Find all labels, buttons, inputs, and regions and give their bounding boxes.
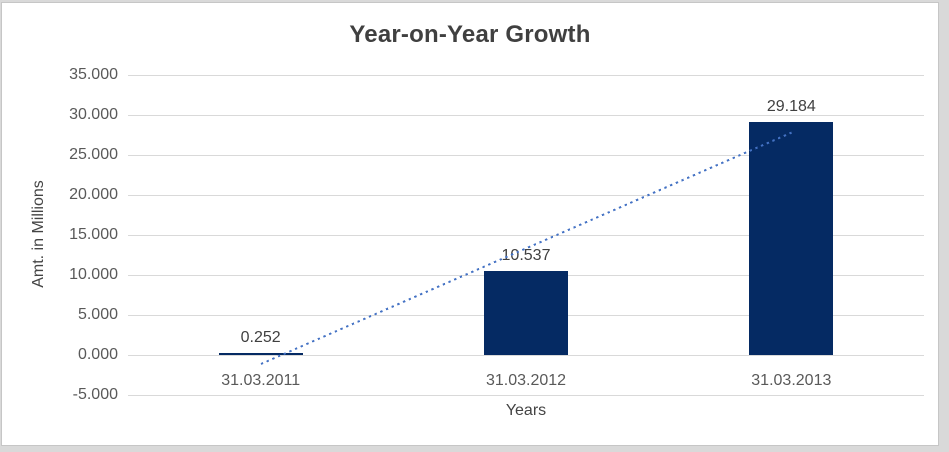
bar-data-label: 0.252: [240, 328, 281, 346]
y-tick-label: 30.000: [69, 106, 118, 123]
gridline: [128, 355, 924, 356]
bar-data-label: 10.537: [501, 246, 551, 264]
bar[interactable]: [484, 270, 568, 355]
y-tick-label: 5.000: [77, 306, 118, 323]
bar-data-label: 29.184: [766, 97, 816, 115]
x-category-label: 31.03.2012: [485, 372, 567, 389]
gridline: [128, 155, 924, 156]
x-category-label: 31.03.2011: [221, 372, 301, 389]
gridline: [128, 115, 924, 116]
y-tick-label: 15.000: [69, 226, 118, 243]
bar[interactable]: [749, 121, 834, 355]
gridline: [128, 195, 924, 196]
bar[interactable]: [218, 352, 303, 355]
gridline: [128, 235, 924, 236]
y-tick-label: 25.000: [69, 146, 118, 163]
y-tick-label: -5.000: [72, 386, 118, 403]
y-tick-label: 20.000: [69, 186, 118, 203]
x-axis-title: Years: [505, 402, 547, 419]
y-tick-label: 10.000: [69, 266, 118, 283]
gridline: [128, 395, 924, 396]
x-category-label: 31.03.2013: [751, 372, 832, 389]
y-tick-label: 0.000: [77, 346, 118, 363]
chart-title: Year-on-Year Growth: [349, 21, 591, 48]
gridline: [128, 75, 924, 76]
y-tick-label: 35.000: [69, 66, 118, 83]
